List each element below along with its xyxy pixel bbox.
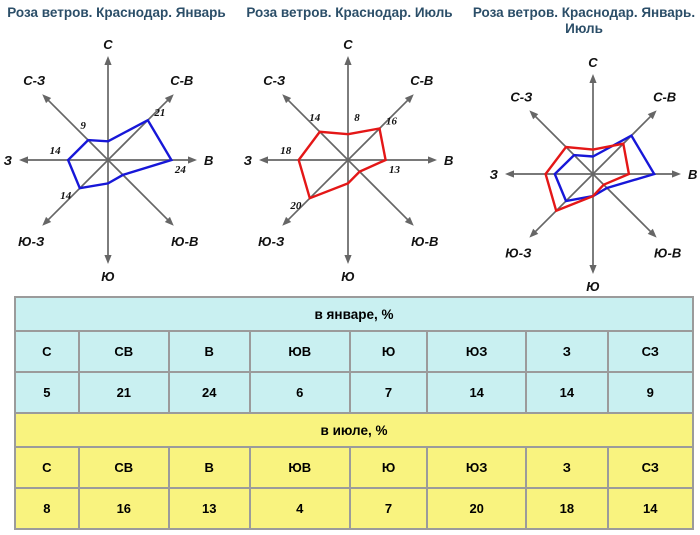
compass-direction-label: Ю-В <box>171 234 198 249</box>
january-direction-row: С СВ В ЮВ Ю ЮЗ З СЗ <box>14 330 695 373</box>
value-cell: 4 <box>248 487 351 530</box>
january-values-row: 5 21 24 6 7 14 14 9 <box>14 371 695 414</box>
direction-cell: ЮВ <box>248 446 351 489</box>
compass-direction-label: С-В <box>410 73 433 88</box>
value-cell: 6 <box>248 371 351 414</box>
wind-rose-polygon-Июль <box>297 127 387 200</box>
direction-cell: В <box>167 330 251 373</box>
compass-direction-label: С-В <box>170 73 193 88</box>
direction-cell: ЮЗ <box>426 330 528 373</box>
compass-direction-label: С-З <box>23 73 46 88</box>
value-cell: 20 <box>426 487 528 530</box>
value-cell: 5 <box>14 371 80 414</box>
compass-direction-label: З <box>4 153 13 168</box>
value-cell: 16 <box>77 487 170 530</box>
direction-cell: СЗ <box>606 446 695 489</box>
compass-direction-label: Ю-З <box>18 234 45 249</box>
compass-direction-label: Ю <box>586 279 600 294</box>
vertex-value-label: 20 <box>289 200 302 212</box>
july-section-title: в июле, % <box>14 412 694 448</box>
compass-direction-label: С-В <box>653 89 676 104</box>
direction-cell: С <box>14 330 80 373</box>
compass-direction-label: С <box>343 37 353 52</box>
compass-direction-label: З <box>244 153 253 168</box>
direction-cell: С <box>14 446 80 489</box>
wind-rose-chart-january: С С-В В Ю-В Ю Ю-З З С-З 21 24 14 14 9 <box>4 37 214 284</box>
july-direction-row: С СВ В ЮВ Ю ЮЗ З СЗ <box>14 446 695 489</box>
value-cell: 13 <box>167 487 251 530</box>
chart-title-july: Роза ветров. Краснодар. Июль <box>246 5 453 20</box>
wind-rose-chart-july: С С-В В Ю-В Ю Ю-З З С-З 8 16 13 20 18 14 <box>244 37 454 284</box>
vertex-value-label: 18 <box>280 145 292 157</box>
direction-cell: Ю <box>348 330 429 373</box>
compass-direction-label: Ю-З <box>258 234 285 249</box>
wind-rose-polygon-Январь <box>553 133 657 203</box>
vertex-value-label: 24 <box>174 164 187 176</box>
compass-direction-label: В <box>688 167 697 182</box>
value-cell: 7 <box>348 487 429 530</box>
value-cell: 18 <box>525 487 609 530</box>
value-cell: 14 <box>606 487 695 530</box>
wind-rose-chart-january-july: С С-В В Ю-В Ю Ю-З З С-З <box>490 55 698 294</box>
wind-data-table: в январе, % С СВ В ЮВ Ю ЮЗ З СЗ 5 21 24 … <box>14 296 695 530</box>
value-cell: 24 <box>167 371 251 414</box>
value-cell: 7 <box>348 371 429 414</box>
vertex-value-label: 14 <box>309 112 321 124</box>
compass-direction-label: С-З <box>263 73 286 88</box>
value-cell: 14 <box>525 371 609 414</box>
wind-rose-polygon-Январь <box>66 118 174 190</box>
compass-direction-label: Ю <box>341 269 355 284</box>
january-section-title: в январе, % <box>14 296 694 332</box>
direction-cell: ЮВ <box>248 330 351 373</box>
value-cell: 9 <box>606 371 695 414</box>
chart-title-january: Роза ветров. Краснодар. Январь <box>7 5 226 20</box>
table-section-header-july: в июле, % <box>14 412 694 448</box>
chart-title-january-july: Роза ветров. Краснодар. Январь. Июль <box>472 5 696 36</box>
direction-cell: З <box>525 446 609 489</box>
vertex-value-label: 8 <box>354 112 360 124</box>
direction-cell: СВ <box>77 330 170 373</box>
compass-direction-label: Ю-З <box>505 246 532 261</box>
july-values-row: 8 16 13 4 7 20 18 14 <box>14 487 695 530</box>
compass-direction-label: С-З <box>510 89 533 104</box>
vertex-value-label: 16 <box>386 115 398 127</box>
compass-direction-label: В <box>204 153 213 168</box>
compass-direction-label: Ю-В <box>411 234 438 249</box>
value-cell: 8 <box>14 487 80 530</box>
vertex-value-label: 14 <box>50 145 62 157</box>
compass-direction-label: Ю <box>101 269 115 284</box>
table-section-header-january: в январе, % <box>14 296 694 332</box>
direction-cell: СВ <box>77 446 170 489</box>
compass-direction-label: С <box>588 55 598 70</box>
vertex-value-label: 21 <box>153 107 165 119</box>
compass-direction-label: Ю-В <box>654 246 681 261</box>
compass-direction-label: С <box>103 37 113 52</box>
direction-cell: В <box>167 446 251 489</box>
value-cell: 14 <box>426 371 528 414</box>
compass-direction-label: В <box>444 153 453 168</box>
direction-cell: З <box>525 330 609 373</box>
value-cell: 21 <box>77 371 170 414</box>
direction-cell: СЗ <box>606 330 695 373</box>
direction-cell: Ю <box>348 446 429 489</box>
vertex-value-label: 13 <box>389 164 401 176</box>
vertex-value-label: 14 <box>60 190 72 202</box>
wind-rose-polygon-Июль <box>544 142 631 213</box>
compass-direction-label: З <box>490 167 499 182</box>
vertex-value-label: 9 <box>80 120 86 132</box>
direction-cell: ЮЗ <box>426 446 528 489</box>
